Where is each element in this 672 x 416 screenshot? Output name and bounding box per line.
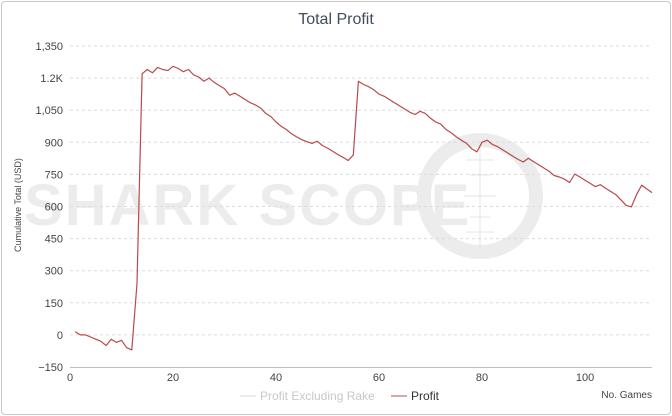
y-tick-label: 300	[45, 266, 63, 278]
legend-label: Profit Excluding Rake	[260, 389, 375, 403]
legend-label: Profit	[411, 389, 440, 403]
x-tick-label: 0	[67, 372, 73, 384]
y-axis-label: Cumulative Total (USD)	[13, 158, 23, 252]
series-line-profit	[74, 65, 653, 351]
legend-item-profit-excluding-rake[interactable]: Profit Excluding Rake	[240, 389, 375, 403]
x-tick-label: 100	[576, 372, 594, 384]
x-tick-label: 60	[373, 372, 385, 384]
y-tick-label: −150	[38, 362, 63, 374]
y-tick-label: 750	[45, 169, 63, 181]
legend-item-profit[interactable]: Profit	[391, 389, 440, 403]
watermark-scope-icon	[417, 133, 543, 259]
x-tick-label: 40	[270, 372, 282, 384]
y-tick-label: 1,050	[35, 105, 63, 117]
x-tick-label: 80	[476, 372, 488, 384]
x-axis-label: No. Games	[601, 390, 652, 401]
y-tick-label: 1,350	[35, 41, 63, 53]
y-tick-label: 150	[45, 298, 63, 310]
grid-lines	[70, 45, 652, 336]
chart-title: Total Profit	[298, 11, 374, 28]
y-tick-label: 450	[45, 234, 63, 246]
y-tick-label: 600	[45, 202, 63, 214]
legend: Profit Excluding Rake Profit	[240, 389, 440, 403]
x-tick-label: 20	[167, 372, 179, 384]
y-tick-label: 0	[57, 330, 63, 342]
y-tick-label: 900	[45, 137, 63, 149]
watermark-text: SHARK SCOPE	[24, 173, 471, 238]
y-axis-ticks: −150 0 150 300 450 600 750 900 1,050 1.2K 1,350	[35, 41, 63, 374]
x-axis-ticks: 0 20 40 60 80 100	[67, 372, 594, 384]
y-tick-label: 1.2K	[40, 73, 63, 85]
series-layer	[74, 65, 653, 351]
